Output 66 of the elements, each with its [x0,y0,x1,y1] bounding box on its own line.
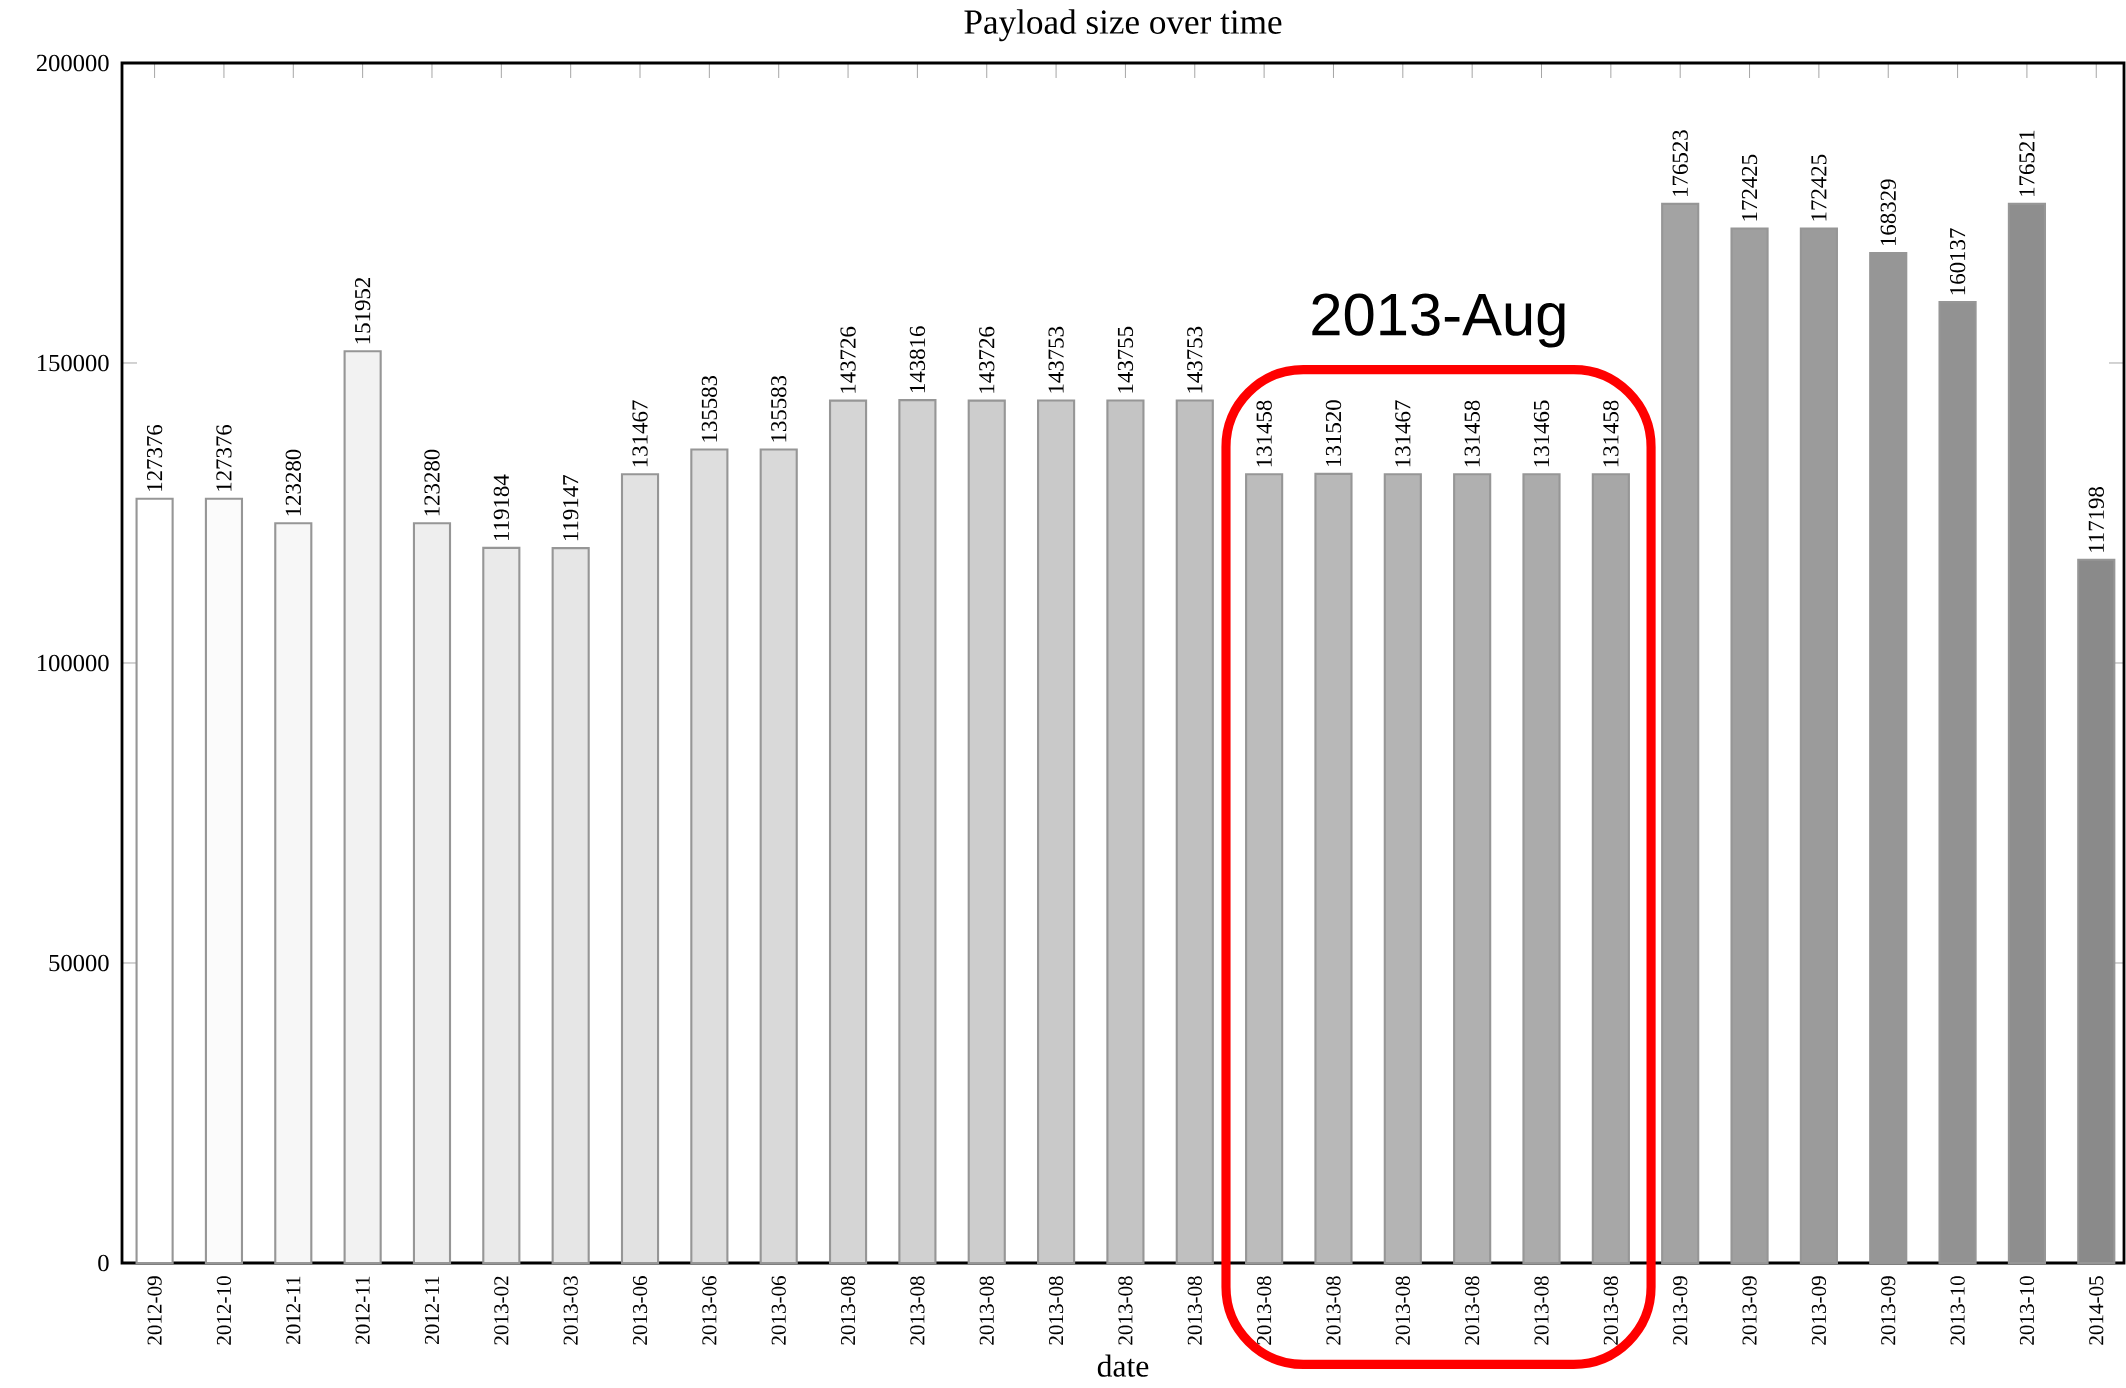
x-tick-label: 2012-10 [216,1276,232,1345]
x-tick-label: 2013-09 [1811,1276,1827,1345]
y-tick-label: 200000 [36,54,109,72]
x-tick-label: 2013-09 [1881,1276,1896,1345]
x-tick-label: 2013-08 [1187,1276,1202,1345]
data-label: 143726 [979,326,995,393]
data-label: 131458 [1464,400,1480,467]
x-tick-label: 2013-08 [1256,1276,1272,1345]
x-tick-label: 2013-09 [1742,1276,1757,1345]
data-label: 127376 [146,424,163,491]
x-tick-label: 2013-09 [1673,1276,1688,1345]
x-tick-label: 2012-11 [424,1276,440,1344]
data-label: 176521 [2019,130,2035,196]
data-label: 168329 [1880,179,1896,246]
x-tick-label: 2013-10 [2019,1276,2035,1345]
x-tick-label: 2013-08 [1603,1276,1618,1345]
x-tick-label: 2013-08 [1395,1276,1410,1345]
x-axis-title: date [1097,1354,1149,1377]
data-label: 131458 [1603,400,1619,467]
data-label: 117198 [2088,487,2104,552]
x-tick-label: 2013-03 [563,1276,578,1345]
data-label: 143753 [1048,326,1064,393]
x-tick-label: 2013-08 [840,1276,856,1345]
data-label: 131520 [1325,400,1342,466]
data-label: 131467 [632,400,648,467]
data-label: 172425 [1741,154,1758,221]
data-label: 123280 [424,449,440,516]
data-label: 119147 [563,475,579,541]
x-tick-label: 2013-08 [1048,1276,1064,1345]
data-label: 176523 [1672,130,1688,196]
x-tick-label: 2012-11 [355,1276,370,1344]
data-label: 131458 [1256,400,1272,467]
x-tick-label: 2013-08 [910,1276,925,1345]
x-tick-label: 2014-05 [2089,1276,2104,1345]
x-tick-label: 2013-02 [494,1276,509,1345]
x-tick-label: 2013-06 [771,1276,786,1345]
y-tick-label: 50000 [49,954,109,972]
data-label: 131467 [1395,400,1411,467]
data-label: 143816 [909,326,926,393]
x-tick-label: 2012-09 [147,1276,162,1345]
x-tick-label: 2013-06 [702,1276,717,1345]
x-tick-label: 2013-08 [1534,1276,1549,1345]
chart-title: Payload size over time [964,9,1282,42]
data-label: 135583 [701,375,718,442]
x-tick-label: 2013-08 [1465,1276,1480,1345]
y-tick-label: 150000 [37,354,109,372]
data-label: 143753 [1187,326,1203,393]
data-label: 123280 [285,449,301,516]
data-label: 127376 [216,424,232,491]
x-tick-label: 2013-08 [1326,1276,1341,1345]
data-label: 119184 [493,474,510,540]
data-label: 143755 [1117,326,1134,393]
data-label: 151952 [354,278,371,344]
data-label: 135583 [771,375,787,442]
annotation: 2013-Aug [1312,293,1565,348]
y-tick-label: 100000 [37,654,109,672]
y-tick-label: 0 [98,1254,109,1272]
x-tick-label: 2012-11 [286,1276,301,1344]
data-label: 160137 [1949,228,1966,295]
x-tick-label: 2013-08 [1118,1276,1133,1345]
x-tick-label: 2013-06 [632,1276,648,1345]
x-tick-label: 2013-10 [1950,1276,1965,1345]
data-label: 143726 [840,326,856,393]
data-label: 131465 [1533,400,1550,467]
data-label: 172425 [1811,154,1827,221]
x-tick-label: 2013-08 [979,1276,994,1345]
